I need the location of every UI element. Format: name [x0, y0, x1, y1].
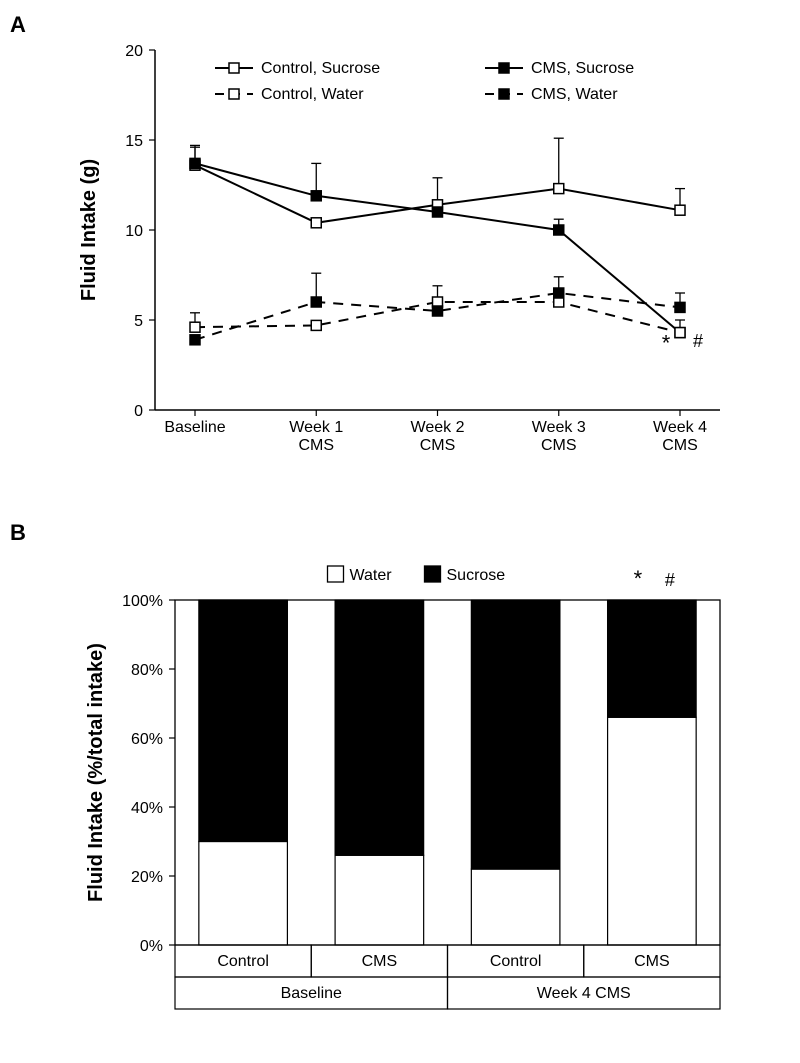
svg-text:#: # [693, 331, 703, 351]
svg-text:CMS: CMS [541, 437, 577, 454]
svg-text:Fluid Intake (%/total intake): Fluid Intake (%/total intake) [85, 643, 107, 902]
svg-text:5: 5 [134, 313, 143, 330]
svg-text:CMS: CMS [362, 953, 398, 970]
svg-text:CMS: CMS [298, 437, 334, 454]
svg-text:Control: Control [490, 953, 542, 970]
svg-text:20: 20 [125, 43, 143, 60]
svg-text:*: * [634, 566, 643, 591]
page-root: A 0 5 10 15 20 Fluid Intake (g) Baseline Week 1… [0, 0, 800, 1063]
svg-text:Week 2: Week 2 [411, 419, 465, 436]
panel-a-chart: 05101520Fluid Intake (g)BaselineWeek 1CM… [70, 30, 750, 490]
panel-a-label: A [10, 12, 26, 38]
svg-text:60%: 60% [131, 731, 163, 748]
svg-text:0: 0 [134, 403, 143, 420]
svg-text:0%: 0% [140, 938, 163, 955]
svg-text:80%: 80% [131, 662, 163, 679]
svg-text:20%: 20% [131, 869, 163, 886]
svg-text:Week 3: Week 3 [532, 419, 586, 436]
svg-text:Baseline: Baseline [281, 985, 342, 1002]
svg-text:Week 4: Week 4 [653, 419, 707, 436]
svg-text:Control: Control [217, 953, 269, 970]
svg-text:Water: Water [350, 567, 393, 584]
svg-text:CMS, Sucrose: CMS, Sucrose [531, 60, 634, 77]
svg-text:100%: 100% [122, 593, 163, 610]
svg-text:CMS, Water: CMS, Water [531, 86, 618, 103]
svg-text:CMS: CMS [662, 437, 698, 454]
svg-text:15: 15 [125, 133, 143, 150]
svg-text:#: # [665, 570, 675, 590]
svg-text:Sucrose: Sucrose [447, 567, 506, 584]
svg-text:10: 10 [125, 223, 143, 240]
svg-text:Fluid Intake (g): Fluid Intake (g) [78, 159, 100, 301]
svg-text:Baseline: Baseline [164, 419, 225, 436]
svg-text:CMS: CMS [634, 953, 670, 970]
svg-text:Control, Sucrose: Control, Sucrose [261, 60, 380, 77]
svg-text:*: * [662, 331, 671, 356]
svg-text:Week 4 CMS: Week 4 CMS [537, 985, 631, 1002]
svg-text:CMS: CMS [420, 437, 456, 454]
panel-b-label: B [10, 520, 26, 546]
svg-text:Week 1: Week 1 [289, 419, 343, 436]
panel-b-chart: 0% 20% 40% 60% 80% 100% Fluid Intake (%/total … [80, 555, 740, 1045]
svg-text:40%: 40% [131, 800, 163, 817]
svg-text:Control, Water: Control, Water [261, 86, 364, 103]
